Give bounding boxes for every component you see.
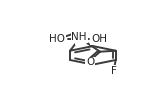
Text: HO: HO xyxy=(49,34,65,44)
Text: NH: NH xyxy=(71,32,87,42)
Text: OH: OH xyxy=(91,34,107,44)
Text: F: F xyxy=(111,66,117,76)
Text: B: B xyxy=(76,34,83,44)
Text: O: O xyxy=(86,57,94,67)
